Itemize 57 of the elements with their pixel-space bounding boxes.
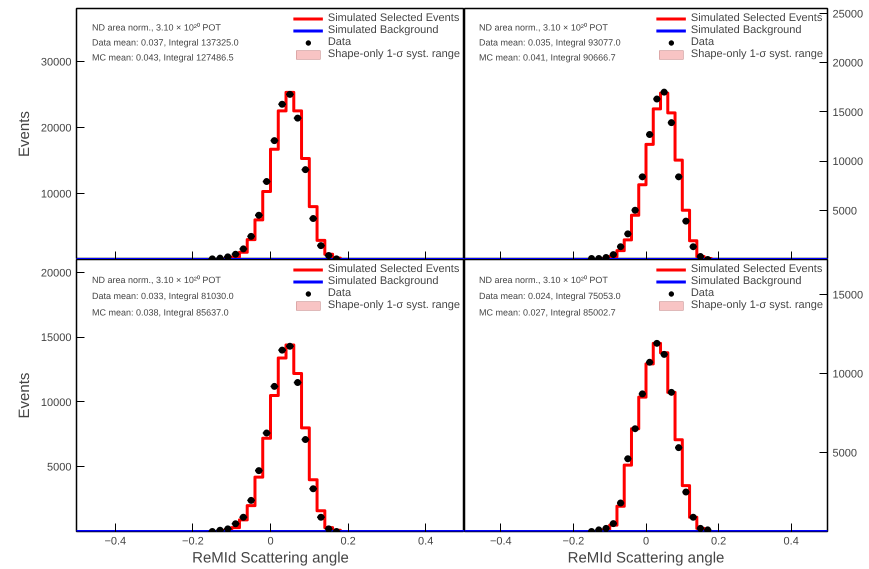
annotation: Data mean: 0.035, Integral 93077.0 — [479, 37, 621, 48]
annotation: ND area norm., 3.10 × 10²⁰ POT — [92, 274, 222, 285]
x-tick-label: −0.2 — [182, 536, 204, 548]
y-tick-label: 5000 — [47, 462, 72, 474]
legend-label: Simulated Selected Events — [690, 12, 822, 24]
annotation: MC mean: 0.041, Integral 90666.7 — [479, 52, 616, 62]
y-tick-label: 10000 — [832, 156, 864, 168]
annotation: Data mean: 0.033, Integral 81030.0 — [92, 291, 234, 302]
legend-label: Shape-only 1-σ syst. range — [690, 48, 823, 60]
annotation: ND area norm., 3.10 × 10²⁰ POT — [479, 22, 608, 32]
y-axis-title: Events — [16, 372, 33, 418]
y-tick-label: 15000 — [40, 332, 72, 344]
y-tick-label: 15000 — [832, 289, 864, 302]
legend-label: Data — [690, 36, 714, 48]
legend-label: Simulated Background — [690, 275, 802, 287]
annotation: Data mean: 0.024, Integral 75053.0 — [479, 291, 621, 302]
legend-label: Simulated Background — [690, 24, 802, 36]
x-tick-label: 0.2 — [340, 536, 356, 548]
y-tick-label: 10000 — [832, 368, 864, 380]
y-tick-label: 20000 — [40, 122, 72, 134]
x-tick-label: 0.2 — [710, 536, 726, 548]
y-tick-label: 20000 — [832, 58, 864, 70]
y-tick-label: 10000 — [40, 188, 72, 200]
legend-label: Data — [690, 287, 714, 299]
legend-label: Simulated Selected Events — [328, 12, 460, 24]
y-axis-title: Events — [16, 111, 33, 157]
legend-label: Shape-only 1-σ syst. range — [328, 48, 460, 60]
annotation: MC mean: 0.027, Integral 85002.7 — [479, 308, 616, 318]
annotation: Data mean: 0.037, Integral 137325.0 — [92, 37, 239, 48]
annotation: ND area norm., 3.10 × 10²⁰ POT — [479, 274, 608, 285]
legend-label: Simulated Selected Events — [328, 263, 460, 275]
legend-label: Shape-only 1-σ syst. range — [690, 299, 823, 311]
legend-label: Simulated Background — [328, 275, 439, 287]
x-tick-label: 0 — [642, 536, 650, 548]
y-tick-label: 5000 — [832, 205, 857, 218]
x-axis-title: ReMId Scattering angle — [192, 550, 349, 566]
x-tick-label: −0.4 — [490, 536, 512, 548]
annotation: ND area norm., 3.10 × 10²⁰ POT — [92, 22, 222, 32]
y-tick-label: 30000 — [40, 56, 72, 68]
x-tick-label: 0.4 — [418, 536, 434, 548]
y-tick-label: 20000 — [40, 267, 72, 280]
y-tick-label: 5000 — [832, 447, 857, 460]
legend-label: Simulated Background — [328, 24, 439, 36]
x-tick-label: −0.4 — [104, 536, 126, 548]
annotation: MC mean: 0.038, Integral 85637.0 — [92, 308, 229, 318]
legend-label: Simulated Selected Events — [690, 263, 822, 275]
x-tick-label: 0.4 — [784, 536, 799, 548]
annotation: MC mean: 0.043, Integral 127486.5 — [92, 52, 234, 62]
x-axis-title: ReMId Scattering angle — [568, 550, 724, 566]
y-tick-label: 10000 — [40, 396, 72, 409]
legend-label: Data — [328, 287, 352, 299]
x-tick-label: −0.2 — [562, 536, 584, 548]
legend-label: Data — [328, 36, 352, 48]
y-tick-label: 15000 — [832, 106, 864, 119]
x-tick-label: 0 — [267, 536, 274, 548]
y-tick-label: 25000 — [832, 8, 864, 20]
legend-label: Shape-only 1-σ syst. range — [328, 299, 460, 311]
